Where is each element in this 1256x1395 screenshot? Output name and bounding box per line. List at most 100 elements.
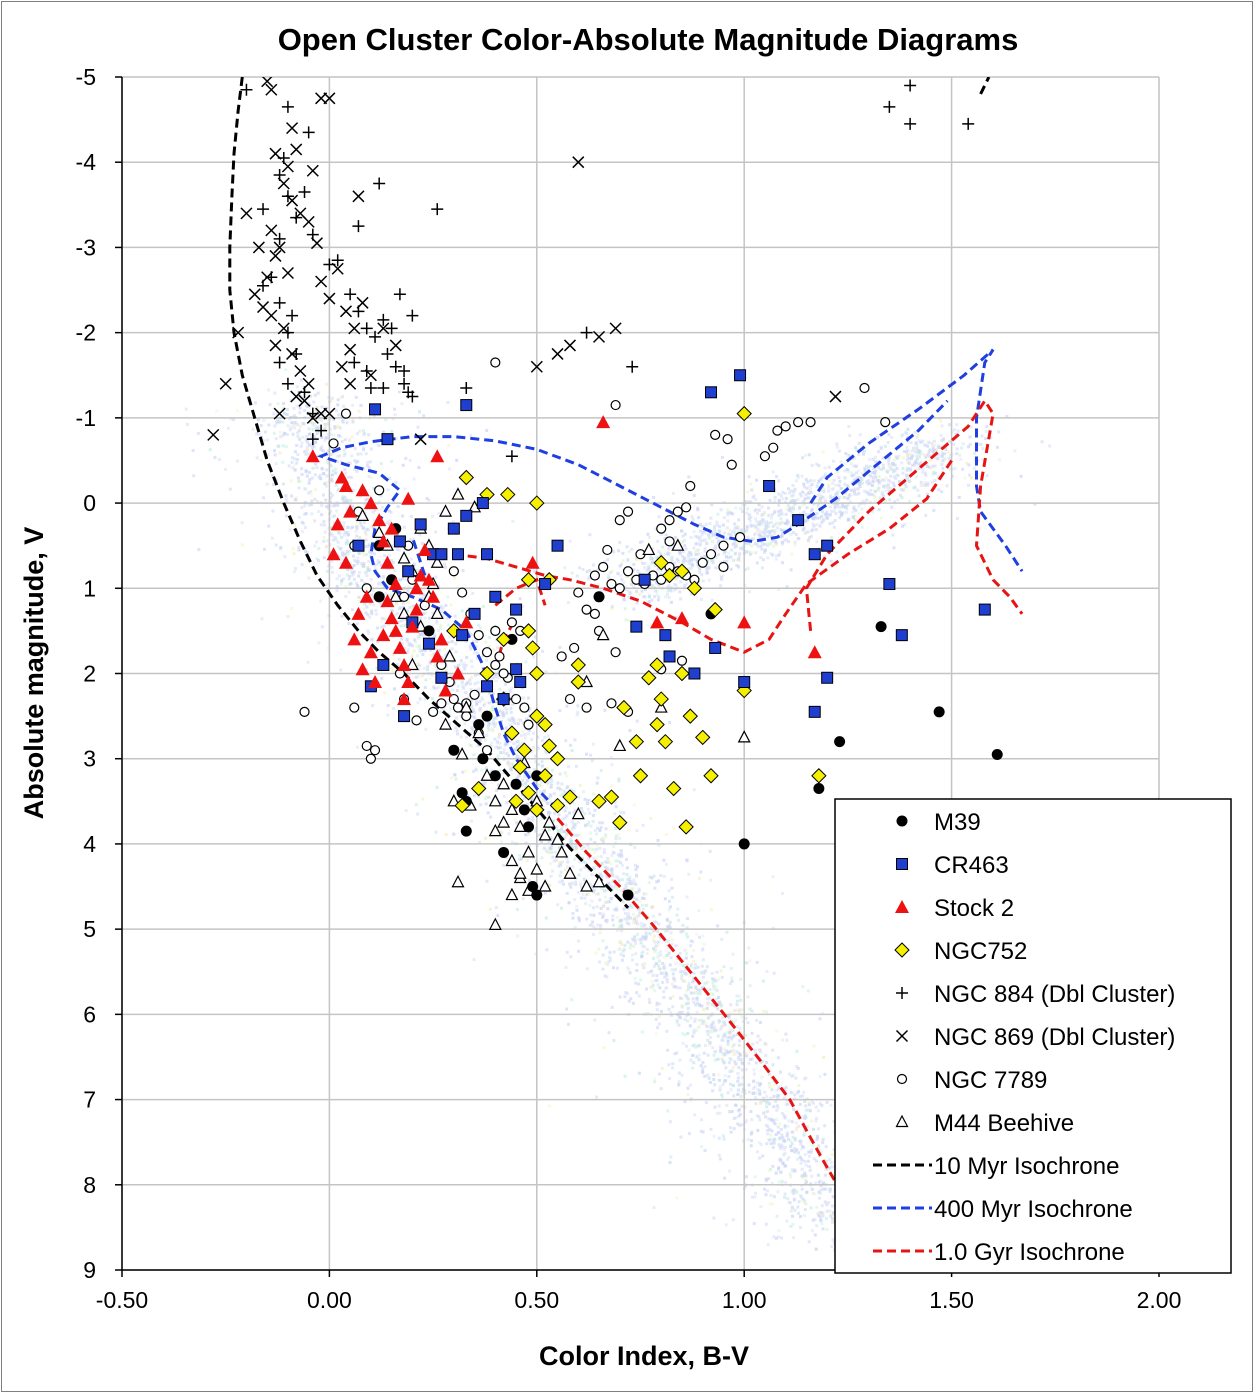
density-cell <box>868 474 872 478</box>
density-cell <box>461 770 465 774</box>
density-cell <box>311 466 315 470</box>
density-cell <box>776 1096 780 1100</box>
density-cell <box>595 844 599 848</box>
density-cell <box>599 825 603 829</box>
density-cell <box>416 701 420 705</box>
density-cell <box>391 417 395 421</box>
density-cell <box>391 669 395 673</box>
density-cell <box>664 939 668 943</box>
density-cell <box>843 505 847 509</box>
density-cell <box>603 974 607 978</box>
density-cell <box>754 1096 757 1100</box>
density-cell <box>357 552 361 555</box>
density-cell <box>529 774 533 778</box>
density-cell <box>794 1076 798 1080</box>
density-cell <box>807 1240 811 1244</box>
density-cell <box>923 443 927 447</box>
density-cell <box>957 496 961 499</box>
density-cell <box>793 543 797 547</box>
density-cell <box>757 503 761 507</box>
density-cell <box>767 1081 771 1085</box>
density-cell <box>273 453 277 457</box>
density-cell <box>575 764 578 768</box>
density-cell <box>722 965 726 969</box>
density-cell <box>642 966 646 969</box>
density-cell <box>705 1025 709 1028</box>
density-cell <box>678 590 682 594</box>
density-cell <box>497 714 501 718</box>
density-cell <box>732 1094 736 1098</box>
density-cell <box>754 541 758 545</box>
density-cell <box>895 456 899 460</box>
density-cell <box>951 474 954 478</box>
density-cell <box>717 553 721 557</box>
density-cell <box>317 641 321 645</box>
density-cell <box>968 435 972 439</box>
density-cell <box>816 493 819 497</box>
density-cell <box>798 1102 802 1106</box>
density-cell <box>304 512 308 516</box>
density-cell <box>380 506 384 510</box>
density-cell <box>727 551 731 555</box>
density-cell <box>708 1025 712 1029</box>
density-cell <box>728 528 732 532</box>
density-cell <box>550 844 553 847</box>
density-cell <box>485 879 489 883</box>
density-cell <box>626 992 630 996</box>
density-cell <box>764 1054 768 1057</box>
density-cell <box>906 427 910 431</box>
density-cell <box>293 420 297 424</box>
density-cell <box>808 1168 812 1172</box>
density-cell <box>557 813 561 817</box>
density-cell <box>424 572 428 575</box>
density-cell <box>848 493 852 497</box>
density-cell <box>887 462 891 466</box>
density-cell <box>689 963 693 967</box>
density-cell <box>213 455 217 459</box>
density-cell <box>418 649 422 653</box>
density-cell <box>887 486 891 490</box>
density-cell <box>711 993 715 996</box>
density-cell <box>484 836 487 840</box>
density-cell <box>714 979 718 983</box>
density-cell <box>637 572 641 576</box>
density-cell <box>289 426 293 430</box>
density-cell <box>307 432 311 436</box>
density-cell <box>552 859 556 863</box>
density-cell <box>515 821 519 825</box>
density-cell <box>772 538 776 542</box>
density-cell <box>815 1205 819 1209</box>
density-cell <box>712 984 715 988</box>
density-cell <box>396 620 400 624</box>
density-cell <box>748 590 751 594</box>
density-cell <box>847 425 851 428</box>
density-cell <box>719 969 723 973</box>
density-cell <box>691 518 695 522</box>
density-cell <box>658 912 662 916</box>
density-cell <box>701 1061 705 1064</box>
density-cell <box>278 451 282 455</box>
density-cell <box>565 774 569 778</box>
density-cell <box>821 450 825 454</box>
density-cell <box>771 525 775 528</box>
density-cell <box>808 1109 812 1113</box>
density-cell <box>906 461 910 464</box>
density-cell <box>437 649 441 653</box>
density-cell <box>758 1118 762 1122</box>
density-cell <box>739 977 743 981</box>
density-cell <box>818 1102 822 1106</box>
density-cell <box>775 475 779 479</box>
density-cell <box>868 506 872 510</box>
density-cell <box>812 1157 816 1161</box>
density-cell <box>777 1094 781 1098</box>
density-cell <box>704 1044 707 1048</box>
density-cell <box>654 579 658 583</box>
density-cell <box>720 975 724 979</box>
density-cell <box>348 461 352 465</box>
density-cell <box>771 1145 775 1149</box>
density-cell <box>804 1202 808 1206</box>
density-cell <box>746 1021 750 1025</box>
density-cell <box>841 511 845 515</box>
density-cell <box>902 487 906 491</box>
density-cell <box>926 444 929 448</box>
